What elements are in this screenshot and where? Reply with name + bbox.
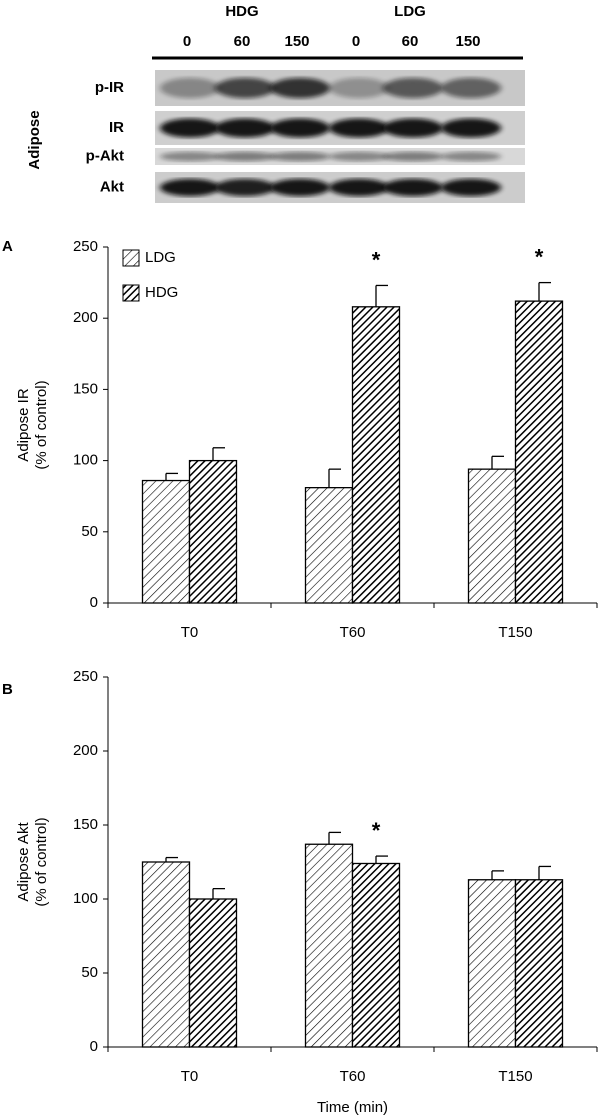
legend-swatch [122,249,140,267]
legend-swatch [122,284,140,302]
error-bar [491,870,504,880]
blot-lane-label: 60 [402,33,419,50]
x-tick-label: T60 [340,624,366,641]
legend-label: HDG [145,284,178,301]
error-bar [328,831,341,845]
y-axis-label: (% of control) [33,817,50,906]
blot-band [441,77,501,99]
bar [351,862,401,1048]
blot-row-label: IR [109,119,124,136]
y-axis-label: Adipose IR [15,388,32,462]
blot-band [215,77,275,99]
error-bar [375,284,388,307]
blot-band [383,77,443,99]
blot-band [441,151,501,162]
blot-tissue-label: Adipose [26,110,43,169]
error-bar [538,281,551,302]
error-bar [491,455,504,470]
blot-lane-label: 0 [352,33,360,50]
blot-band [383,178,443,197]
error-bar [165,856,178,862]
significance-label: * [372,818,381,843]
y-tick-label: 100 [73,452,98,469]
y-tick-label: 0 [90,1038,98,1055]
y-tick-label: 100 [73,890,98,907]
error-bar [165,472,178,481]
bar [188,898,238,1048]
blot-band [383,118,443,138]
blot-band [215,118,275,138]
bar [467,468,517,604]
error-bar [212,447,225,461]
blot-band [270,151,330,162]
blot-band [329,151,389,162]
bar [514,300,564,604]
x-axis-label: Time (min) [317,1099,388,1116]
blot-band [160,178,220,197]
blot-band [215,151,275,162]
significance-label: * [372,247,381,272]
error-bar [212,887,225,899]
blot-row-label: p-Akt [86,147,124,164]
x-tick-label: T60 [340,1068,366,1085]
blot-band [383,151,443,162]
blot-lane-label: 60 [234,33,251,50]
panel-label: B [2,681,13,698]
blot-band [441,178,501,197]
y-tick-label: 250 [73,238,98,255]
y-tick-label: 50 [81,523,98,540]
blot-lane-label: 0 [183,33,191,50]
blot-row-label: Akt [100,178,124,195]
y-axis-label: Adipose Akt [15,822,32,902]
blot-band [441,118,501,138]
error-bar [538,865,551,880]
y-tick-label: 200 [73,742,98,759]
blot-band [329,178,389,197]
bar [141,861,191,1048]
blot-band [270,178,330,197]
blot-group-label: LDG [394,3,426,20]
bar [514,879,564,1048]
x-tick-label: T0 [181,1068,199,1085]
legend-label: LDG [145,249,176,266]
x-tick-label: T150 [498,1068,532,1085]
x-tick-label: T0 [181,624,199,641]
bar [467,879,517,1048]
y-tick-label: 250 [73,668,98,685]
y-tick-label: 200 [73,309,98,326]
blot-band [160,77,220,99]
bar [351,306,401,604]
y-axis-label: (% of control) [33,380,50,469]
blot-band [215,178,275,197]
blot-band [329,77,389,99]
bar [188,459,238,604]
blot-row-label: p-IR [95,79,124,96]
blot-lane-label: 150 [455,33,480,50]
blot-band [160,118,220,138]
error-bar [328,468,341,488]
bar [304,487,354,604]
blot-band [160,151,220,162]
blot-band [270,77,330,99]
blot-band [329,118,389,138]
bar [304,843,354,1048]
y-tick-label: 50 [81,964,98,981]
blot-group-label: HDG [225,3,258,20]
y-tick-label: 0 [90,594,98,611]
significance-label: * [535,244,544,269]
bar [141,479,191,604]
error-bar [375,855,388,864]
blot-lane-label: 150 [284,33,309,50]
y-tick-label: 150 [73,380,98,397]
x-tick-label: T150 [498,624,532,641]
blot-band [270,118,330,138]
panel-label: A [2,238,13,255]
y-tick-label: 150 [73,816,98,833]
